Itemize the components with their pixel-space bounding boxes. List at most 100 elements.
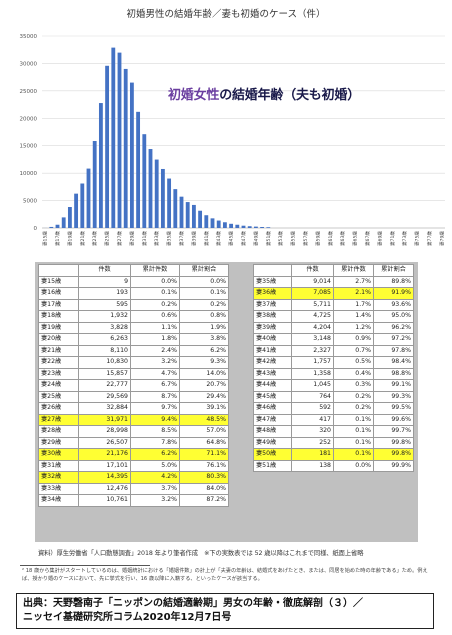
table-row: 妻26歳 32,884 9.7% 39.1% xyxy=(38,402,229,415)
age-table-right: 件数 累計件数 累計割合 妻35歳 9,014 2.7% 89.8% 妻36歳 7,085… xyxy=(253,264,414,472)
row-cum-share: 48.5% xyxy=(179,413,229,426)
x-tick-label: 妻35歳 xyxy=(166,231,173,246)
table-row: 妻35歳 9,014 2.7% 89.8% xyxy=(253,275,414,288)
row-count: 595 xyxy=(78,298,131,311)
y-tick-label: 20000 xyxy=(20,116,38,122)
x-tick-label: 妻59歳 xyxy=(314,231,321,246)
row-count: 9,014 xyxy=(291,275,334,288)
row-cum-share: 0.2% xyxy=(179,298,229,311)
row-age: 妻37歳 xyxy=(253,298,292,311)
citation-box: 出典：天野磬南子「ニッポンの結婚適齢期」男女の年齢・徹底解剖（３）／ ニッセイ基… xyxy=(16,593,434,629)
header-cum-pct: 累計件数 xyxy=(130,264,180,277)
chart-overlay-title: 初婚女性の結婚年齢（夫も初婚） xyxy=(168,84,360,103)
y-tick-label: 0 xyxy=(34,226,38,232)
row-cum-pct: 0.0% xyxy=(333,459,374,472)
row-cum-pct: 9.4% xyxy=(130,413,180,426)
row-cum-share: 95.0% xyxy=(373,310,414,323)
row-age: 妻27歳 xyxy=(38,413,79,426)
x-tick-label: 妻33歳 xyxy=(153,231,160,246)
row-age: 妻49歳 xyxy=(253,436,292,449)
header-count: 件数 xyxy=(291,264,334,277)
row-cum-share: 97.8% xyxy=(373,344,414,357)
bar xyxy=(167,178,172,228)
bar xyxy=(235,224,240,228)
x-tick-label: 妻15歳 xyxy=(42,231,49,246)
x-tick-label: 妻69歳 xyxy=(376,231,383,246)
row-cum-share: 93.6% xyxy=(373,298,414,311)
row-age: 妻46歳 xyxy=(253,402,292,415)
x-tick-label: 妻79歳 xyxy=(438,231,445,246)
row-age: 妻48歳 xyxy=(253,425,292,438)
bar-chart: 0 5000 10000 15000 20000 25000 30000 35000 妻15歳… xyxy=(20,34,446,246)
row-cum-pct: 7.8% xyxy=(130,436,180,449)
header-cum-share: 累計割合 xyxy=(373,264,414,277)
table-row: 妻19歳 3,828 1.1% 1.9% xyxy=(38,321,229,334)
row-age: 妻21歳 xyxy=(38,344,79,357)
bar xyxy=(185,202,190,228)
row-cum-pct: 0.4% xyxy=(333,367,374,380)
row-age: 妻16歳 xyxy=(38,287,79,300)
table-header-row: 件数 累計件数 累計割合 xyxy=(253,264,414,277)
bar xyxy=(111,47,116,228)
bar xyxy=(260,227,265,228)
table-row: 妻25歳 29,569 8.7% 29.4% xyxy=(38,390,229,403)
row-cum-share: 76.1% xyxy=(179,459,229,472)
row-count: 138 xyxy=(291,459,334,472)
source-note: 資料）厚生労働省「人口動態調査」2018 年より筆者作成 ※下の実数表では 52… xyxy=(38,550,364,557)
row-age: 妻38歳 xyxy=(253,310,292,323)
row-count: 1,932 xyxy=(78,310,131,323)
x-tick-label: 妻61歳 xyxy=(327,231,334,246)
row-age: 妻17歳 xyxy=(38,298,79,311)
y-tick-label: 5000 xyxy=(23,199,37,205)
row-cum-pct: 2.4% xyxy=(130,344,180,357)
row-cum-share: 0.8% xyxy=(179,310,229,323)
x-tick-label: 妻17歳 xyxy=(54,231,61,246)
row-count: 5,711 xyxy=(291,298,334,311)
row-age: 妻43歳 xyxy=(253,367,292,380)
row-cum-share: 29.4% xyxy=(179,390,229,403)
row-count: 181 xyxy=(291,448,334,461)
bar xyxy=(198,210,203,228)
table-row: 妻32歳 14,395 4.2% 80.3% xyxy=(38,471,229,484)
table-row: 妻30歳 21,176 6.2% 71.1% xyxy=(38,448,229,461)
x-tick-label: 妻63歳 xyxy=(339,231,346,246)
row-count: 21,176 xyxy=(78,448,131,461)
x-tick-label: 妻67歳 xyxy=(364,231,371,246)
row-cum-share: 99.5% xyxy=(373,402,414,415)
header-cum-pct: 累計件数 xyxy=(333,264,374,277)
bar xyxy=(148,149,153,228)
bar xyxy=(117,52,122,229)
bar xyxy=(247,226,252,228)
row-age: 妻42歳 xyxy=(253,356,292,369)
x-tick-label: 妻73歳 xyxy=(401,231,408,246)
row-age: 妻44歳 xyxy=(253,379,292,392)
row-cum-share: 99.3% xyxy=(373,390,414,403)
row-cum-pct: 0.9% xyxy=(333,333,374,346)
row-cum-share: 96.2% xyxy=(373,321,414,334)
row-count: 12,476 xyxy=(78,482,131,495)
row-cum-share: 3.8% xyxy=(179,333,229,346)
row-cum-share: 20.7% xyxy=(179,379,229,392)
row-age: 妻45歳 xyxy=(253,390,292,403)
table-row: 妻18歳 1,932 0.6% 0.8% xyxy=(38,310,229,323)
row-age: 妻22歳 xyxy=(38,356,79,369)
x-tick-label: 妻41歳 xyxy=(203,231,210,246)
row-age: 妻33歳 xyxy=(38,482,79,495)
row-age: 妻50歳 xyxy=(253,448,292,461)
row-age: 妻51歳 xyxy=(253,459,292,472)
bar xyxy=(191,204,196,228)
row-cum-pct: 6.7% xyxy=(130,379,180,392)
row-cum-pct: 0.2% xyxy=(333,390,374,403)
row-age: 妻31歳 xyxy=(38,459,79,472)
header-cum-share: 累計割合 xyxy=(179,264,229,277)
bar xyxy=(74,193,79,228)
row-count: 1,358 xyxy=(291,367,334,380)
row-cum-pct: 1.8% xyxy=(130,333,180,346)
y-tick-label: 35000 xyxy=(20,34,38,40)
row-cum-share: 99.1% xyxy=(373,379,414,392)
y-tick-label: 25000 xyxy=(20,89,38,95)
x-tick-label: 妻55歳 xyxy=(290,231,297,246)
bar xyxy=(266,227,271,228)
table-row: 妻27歳 31,971 9.4% 48.5% xyxy=(38,413,229,426)
x-tick-label: 妻47歳 xyxy=(240,231,247,246)
